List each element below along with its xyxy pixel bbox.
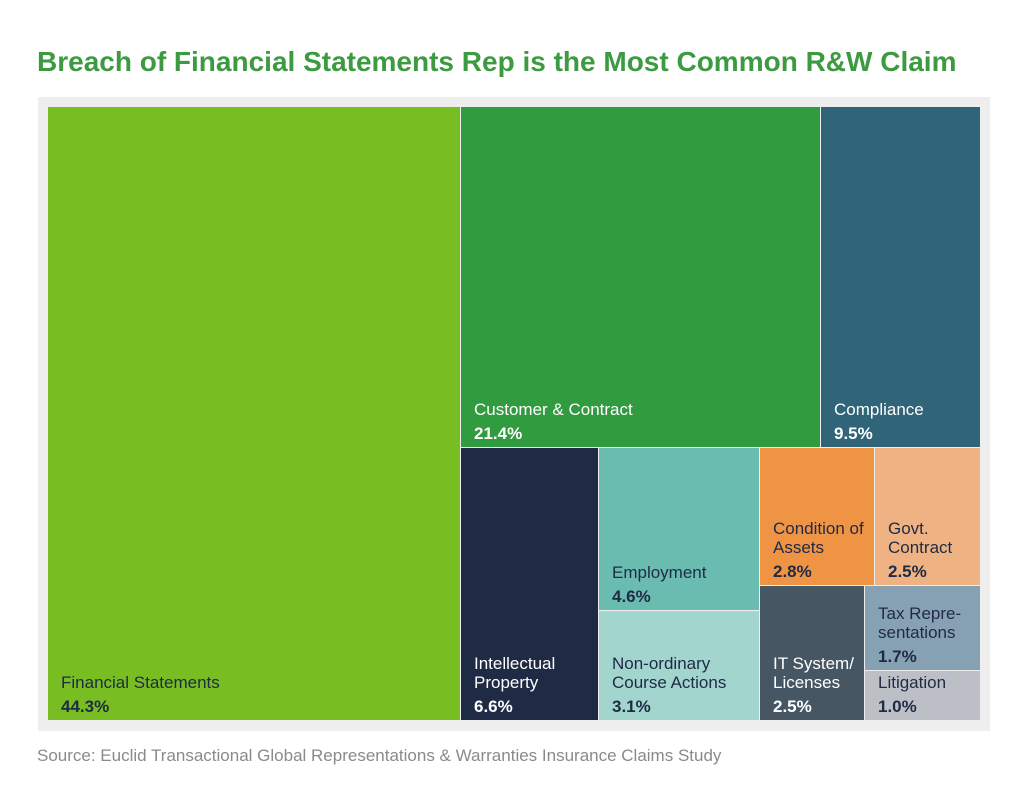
- treemap-cell: Condition of Assets 2.8%: [760, 448, 874, 585]
- value-label: 2.5%: [773, 697, 812, 716]
- category-label: Condition of Assets: [773, 519, 864, 557]
- cell-label: Employment 4.6%: [612, 563, 706, 606]
- cell-label: IT System/ Licenses 2.5%: [773, 654, 857, 716]
- category-label: Compliance: [834, 400, 924, 419]
- cell-label: Financial Statements 44.3%: [61, 673, 220, 716]
- treemap-cell: Employment 4.6%: [599, 448, 759, 610]
- value-label: 1.0%: [878, 697, 917, 716]
- value-label: 44.3%: [61, 697, 110, 716]
- value-label: 2.5%: [888, 562, 927, 581]
- treemap-cell: Compliance 9.5%: [821, 107, 980, 447]
- category-label: Non-ordinary Course Actions: [612, 654, 727, 692]
- treemap-cell: Non-ordinary Course Actions 3.1%: [599, 611, 759, 720]
- value-label: 21.4%: [474, 424, 523, 443]
- category-label: Customer & Contract: [474, 400, 633, 419]
- chart-title: Breach of Financial Statements Rep is th…: [37, 46, 957, 77]
- category-label: Tax Repre-sentations: [878, 604, 962, 642]
- category-label: IT System/ Licenses: [773, 654, 854, 692]
- value-label: 3.1%: [612, 697, 651, 716]
- value-label: 1.7%: [878, 647, 917, 666]
- treemap-cell: Litigation 1.0%: [865, 671, 980, 720]
- cell-label: Customer & Contract 21.4%: [474, 400, 633, 443]
- treemap-cell: Intellectual Property 6.6%: [461, 448, 598, 720]
- treemap-cell: Govt. Contract 2.5%: [875, 448, 980, 585]
- cell-label: Condition of Assets 2.8%: [773, 519, 867, 581]
- cell-label: Non-ordinary Course Actions 3.1%: [612, 654, 752, 716]
- treemap-cell: Tax Repre-sentations 1.7%: [865, 586, 980, 670]
- category-label: Intellectual Property: [474, 654, 556, 692]
- value-label: 2.8%: [773, 562, 812, 581]
- cell-label: Litigation 1.0%: [878, 673, 946, 716]
- plot-area: Financial Statements 44.3% Customer & Cont…: [38, 97, 990, 731]
- treemap-cell: IT System/ Licenses 2.5%: [760, 586, 864, 720]
- category-label: Financial Statements: [61, 673, 220, 692]
- cell-label: Intellectual Property 6.6%: [474, 654, 591, 716]
- cell-label: Govt. Contract 2.5%: [888, 519, 973, 581]
- category-label: Litigation: [878, 673, 947, 692]
- cell-label: Compliance 9.5%: [834, 400, 924, 443]
- value-label: 4.6%: [612, 587, 651, 606]
- value-label: 9.5%: [834, 424, 873, 443]
- category-label: Employment: [612, 563, 707, 582]
- value-label: 6.6%: [474, 697, 513, 716]
- source-note: Source: Euclid Transactional Global Repr…: [37, 746, 722, 765]
- treemap-cell: Customer & Contract 21.4%: [461, 107, 820, 447]
- category-label: Govt. Contract: [888, 519, 953, 557]
- cell-label: Tax Repre-sentations 1.7%: [878, 604, 973, 666]
- treemap-cell: Financial Statements 44.3%: [48, 107, 460, 720]
